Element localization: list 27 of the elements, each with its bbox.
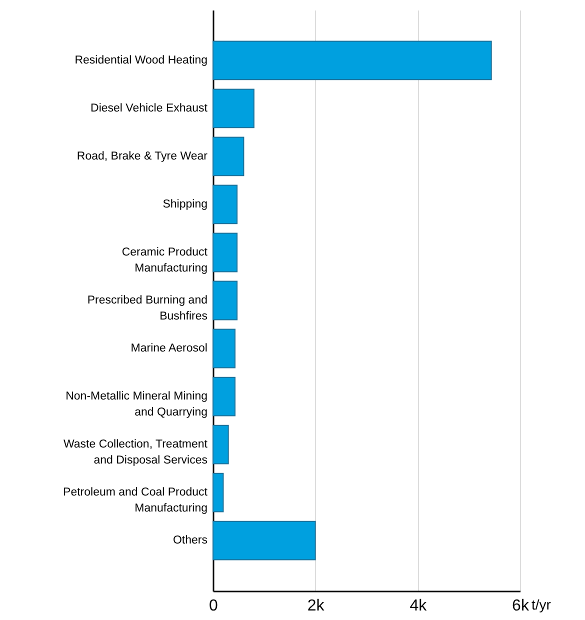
x-tick-label: 0: [209, 598, 218, 614]
y-tick-label: Ceramic Product Manufacturing: [122, 246, 208, 274]
bar: [212, 280, 238, 320]
y-tick-label: Others: [172, 534, 208, 547]
bar: [212, 136, 244, 176]
bar: [212, 328, 236, 368]
y-tick-label: Petroleum and Coal Product Manufacturing: [63, 486, 208, 515]
y-tick-label: Shipping: [162, 198, 208, 210]
x-tick-label: 4k: [410, 598, 428, 614]
bar: [212, 472, 224, 512]
y-tick-label: Residential Wood Heating: [74, 54, 208, 66]
bar: [212, 88, 254, 128]
x-tick-label: 2k: [307, 598, 326, 614]
bar: [212, 376, 236, 416]
bar: [212, 184, 238, 224]
bar: [212, 424, 229, 464]
y-tick-label: Marine Aerosol: [130, 342, 208, 355]
bar: [212, 232, 238, 272]
y-tick-label: Road, Brake & Tyre Wear: [76, 150, 208, 162]
x-tick-label: 6k: [512, 598, 530, 614]
y-tick-label: Diesel Vehicle Exhaust: [90, 102, 208, 114]
y-tick-label: Prescribed Burning and Bushfires: [87, 294, 208, 322]
x-axis-title: t/yr: [532, 596, 552, 612]
y-tick-label: Non-Metallic Mineral Mining and Quarrying: [66, 390, 208, 419]
bar: [212, 40, 492, 80]
y-tick-label: Waste Collection, Treatment and Disposal Services: [63, 438, 208, 467]
bar: [212, 520, 316, 560]
